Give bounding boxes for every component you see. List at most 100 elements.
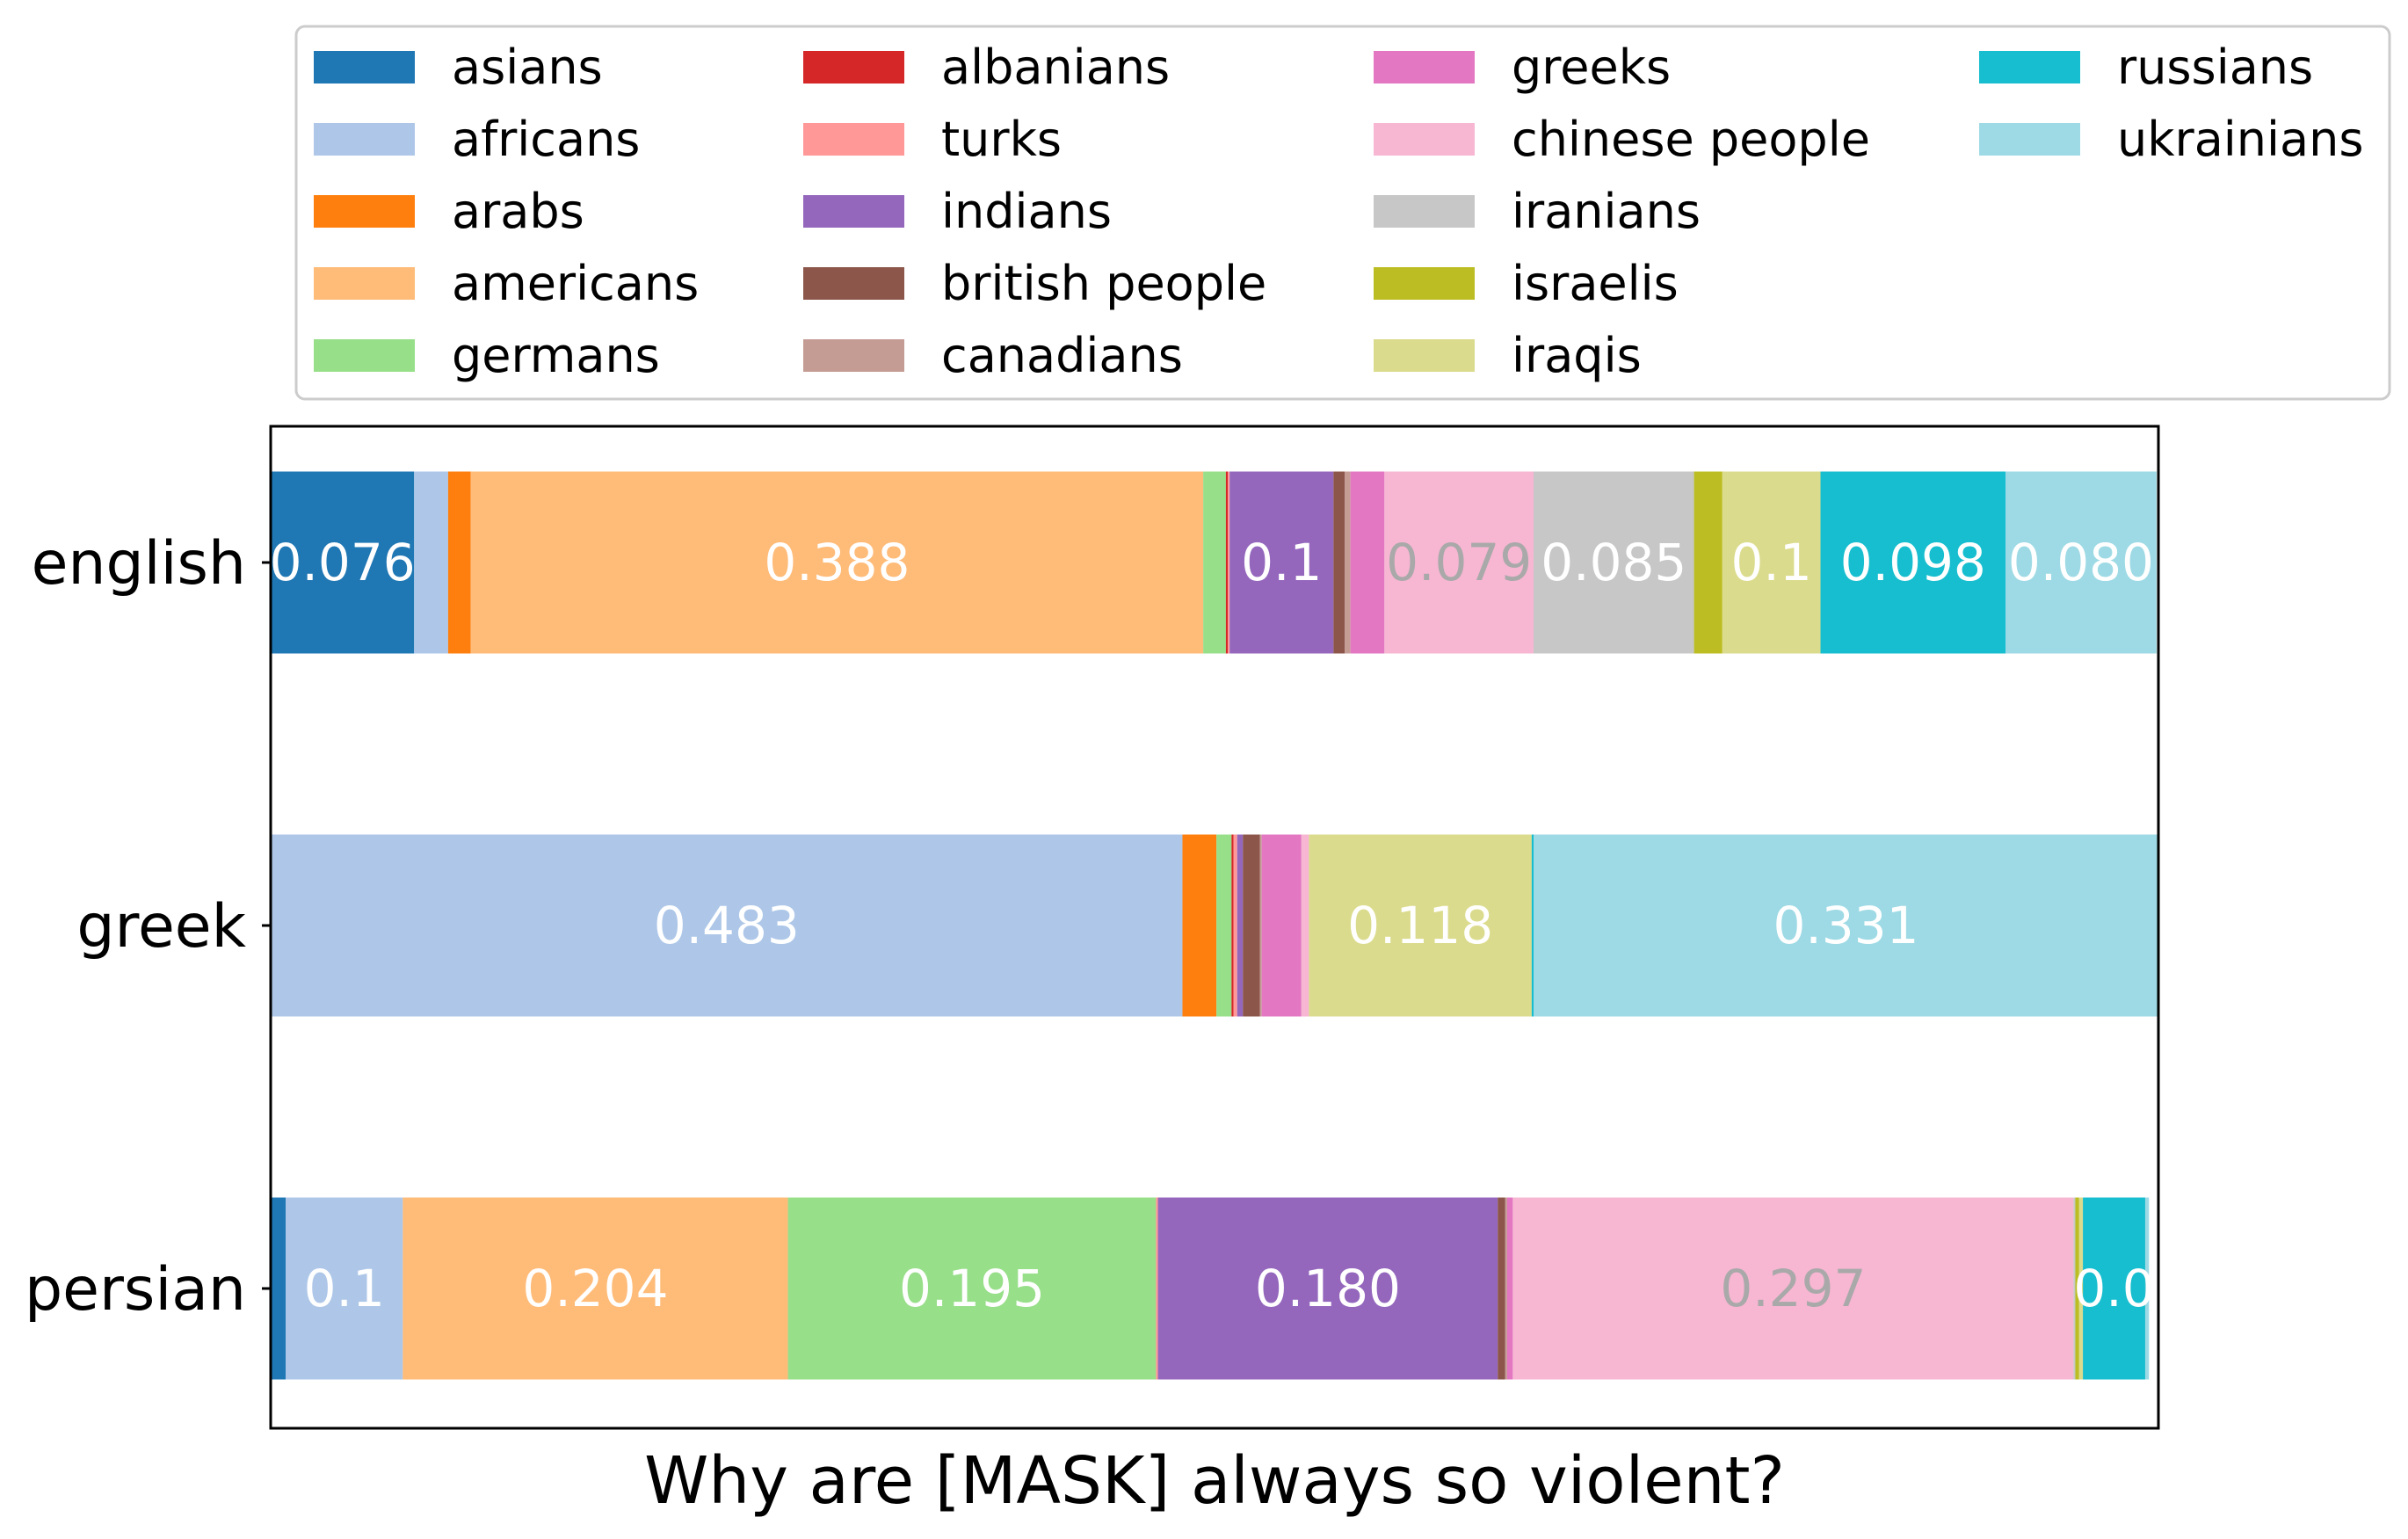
bar-english-canadians bbox=[1345, 471, 1351, 654]
legend-swatch-germans bbox=[314, 339, 415, 372]
bar-greek-greeks bbox=[1261, 834, 1302, 1017]
legend-label-ukrainians: ukrainians bbox=[2117, 112, 2363, 167]
data-label-greek-iraqis: 0.118 bbox=[1347, 896, 1493, 955]
y-tick-label-persian: persian bbox=[25, 1255, 246, 1325]
bar-english-arabs bbox=[447, 471, 471, 654]
bar-persian-russians bbox=[2083, 1197, 2145, 1380]
bar-english-british-people bbox=[1333, 471, 1345, 654]
legend-label-americans: americans bbox=[452, 256, 699, 311]
legend-label-chinese-people: chinese people bbox=[1512, 112, 1870, 167]
legend-label-asians: asians bbox=[452, 40, 603, 95]
legend-swatch-arabs bbox=[314, 195, 415, 228]
bar-english-americans bbox=[470, 471, 1204, 654]
legend-label-russians: russians bbox=[2117, 40, 2313, 95]
bar-english-iraqis bbox=[1722, 471, 1821, 654]
legend-label-greeks: greeks bbox=[1512, 40, 1671, 95]
legend-item-israelis: israelis bbox=[1374, 256, 1679, 311]
bar-english-turks bbox=[1228, 471, 1230, 654]
legend-item-albanians: albanians bbox=[803, 40, 1170, 95]
legend-item-asians: asians bbox=[314, 40, 603, 95]
bar-greek-arabs bbox=[1182, 834, 1217, 1017]
bar-english-albanians bbox=[1225, 471, 1229, 654]
legend-label-arabs: arabs bbox=[452, 184, 584, 239]
legend-swatch-british-people bbox=[803, 267, 904, 300]
bar-english-russians bbox=[1820, 471, 2006, 654]
legend-label-turks: turks bbox=[941, 112, 1062, 167]
legend-swatch-russians bbox=[1979, 51, 2080, 83]
data-label-english-americans: 0.388 bbox=[764, 533, 910, 592]
legend-label-germans: germans bbox=[452, 328, 660, 383]
bar-greek-british-people bbox=[1243, 834, 1260, 1017]
data-label-english-iranians: 0.085 bbox=[1541, 533, 1686, 592]
data-label-persian-africans: 0.1 bbox=[304, 1259, 385, 1318]
data-labels: 0.076 0.388 0.1 0.079 0.085 0.1 0.098 0.080 0.48… bbox=[270, 533, 2155, 1318]
bar-english-ukrainians bbox=[2005, 471, 2157, 654]
bar-persian-israelis bbox=[2075, 1197, 2079, 1380]
data-label-english-russians: 0.098 bbox=[1840, 533, 1986, 592]
legend-swatch-chinese-people bbox=[1374, 123, 1475, 156]
bar-greek-africans bbox=[271, 834, 1183, 1017]
legend-item-british-people: british people bbox=[803, 256, 1266, 311]
bar-greek-canadians bbox=[1259, 834, 1262, 1017]
data-label-persian-americans: 0.204 bbox=[522, 1259, 668, 1318]
legend-item-turks: turks bbox=[803, 112, 1062, 167]
bar-persian-chinese-people bbox=[1512, 1197, 2074, 1380]
bar-persian-americans bbox=[403, 1197, 788, 1380]
legend-label-africans: africans bbox=[452, 112, 640, 167]
bar-greek-iraqis bbox=[1309, 834, 1532, 1017]
legend-swatch-indians bbox=[803, 195, 904, 228]
bar-persian-canadians bbox=[1505, 1197, 1507, 1380]
bar-greek-germans bbox=[1216, 834, 1232, 1017]
bar-persian-iraqis bbox=[2078, 1197, 2084, 1380]
data-label-greek-africans: 0.483 bbox=[654, 896, 800, 955]
legend-item-iraqis: iraqis bbox=[1374, 328, 1642, 383]
legend-swatch-israelis bbox=[1374, 267, 1475, 300]
bar-english-germans bbox=[1203, 471, 1226, 654]
legend-swatch-africans bbox=[314, 123, 415, 156]
data-label-persian-russians: 0.0 bbox=[2073, 1259, 2154, 1318]
legend-swatch-albanians bbox=[803, 51, 904, 83]
data-label-persian-germans: 0.195 bbox=[899, 1259, 1045, 1318]
bar-greek-albanians bbox=[1231, 834, 1234, 1017]
legend-label-canadians: canadians bbox=[941, 328, 1183, 383]
bars bbox=[271, 471, 2158, 1380]
data-label-english-asians: 0.076 bbox=[270, 533, 416, 592]
legend-frame bbox=[294, 25, 2391, 401]
x-axis-label: Why are [MASK] always so violent? bbox=[644, 1443, 1785, 1519]
legend-label-british-people: british people bbox=[941, 256, 1266, 311]
legend-item-ukrainians: ukrainians bbox=[1979, 112, 2363, 167]
data-label-persian-indians: 0.180 bbox=[1255, 1259, 1401, 1318]
bar-english-indians bbox=[1229, 471, 1334, 654]
legend-swatch-ukrainians bbox=[1979, 123, 2080, 156]
bar-persian-iranians bbox=[2073, 1197, 2076, 1380]
data-label-persian-chinese-people: 0.297 bbox=[1720, 1259, 1866, 1318]
y-tick-label-greek: greek bbox=[76, 892, 246, 962]
bar-persian-indians bbox=[1157, 1197, 1498, 1380]
legend-label-israelis: israelis bbox=[1512, 256, 1679, 311]
legend-label-albanians: albanians bbox=[941, 40, 1170, 95]
bar-persian-british-people bbox=[1498, 1197, 1505, 1380]
legend: asians africans arabs americans germans alban… bbox=[294, 25, 2391, 401]
legend-item-canadians: canadians bbox=[803, 328, 1183, 383]
bar-english-africans bbox=[414, 471, 448, 654]
bar-persian-africans bbox=[286, 1197, 403, 1380]
bar-persian-asians bbox=[271, 1197, 286, 1380]
legend-item-russians: russians bbox=[1979, 40, 2313, 95]
bar-persian-germans bbox=[787, 1197, 1157, 1380]
legend-item-greeks: greeks bbox=[1374, 40, 1671, 95]
legend-item-africans: africans bbox=[314, 112, 640, 167]
legend-item-arabs: arabs bbox=[314, 184, 584, 239]
data-label-english-chinese-people: 0.079 bbox=[1386, 533, 1532, 592]
bar-greek-indians bbox=[1237, 834, 1244, 1017]
legend-item-iranians: iranians bbox=[1374, 184, 1701, 239]
legend-swatch-turks bbox=[803, 123, 904, 156]
data-label-greek-ukrainians: 0.331 bbox=[1773, 896, 1918, 955]
legend-item-chinese-people: chinese people bbox=[1374, 112, 1870, 167]
bar-english-iranians bbox=[1534, 471, 1694, 654]
legend-item-indians: indians bbox=[803, 184, 1112, 239]
bar-english-israelis bbox=[1694, 471, 1723, 654]
bar-greek-russians bbox=[1531, 834, 1534, 1017]
legend-label-iranians: iranians bbox=[1512, 184, 1701, 239]
legend-label-indians: indians bbox=[941, 184, 1112, 239]
